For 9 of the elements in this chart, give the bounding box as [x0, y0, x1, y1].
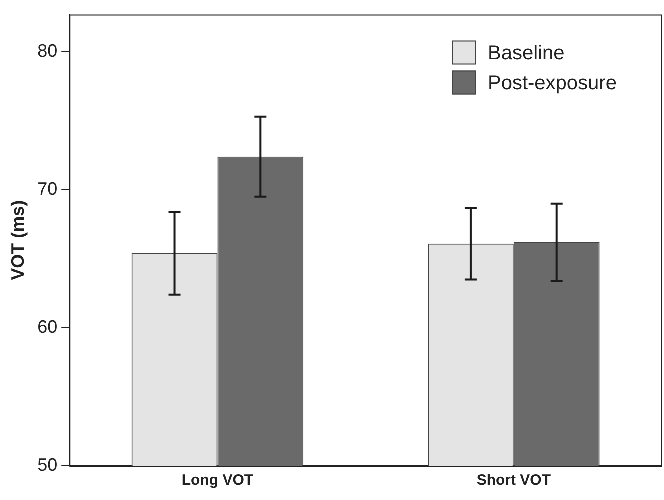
y-tick-label: 50: [38, 454, 58, 475]
y-tick-label: 60: [38, 316, 58, 337]
y-axis-title: VOT (ms): [8, 200, 28, 280]
x-tick-label: Long VOT: [182, 472, 254, 490]
x-tick-label: Short VOT: [476, 472, 551, 490]
y-tick-label: 70: [38, 179, 58, 200]
legend-label: Baseline: [488, 42, 565, 64]
y-tick-label: 80: [38, 41, 58, 62]
legend-label: Post-exposure: [488, 72, 617, 94]
